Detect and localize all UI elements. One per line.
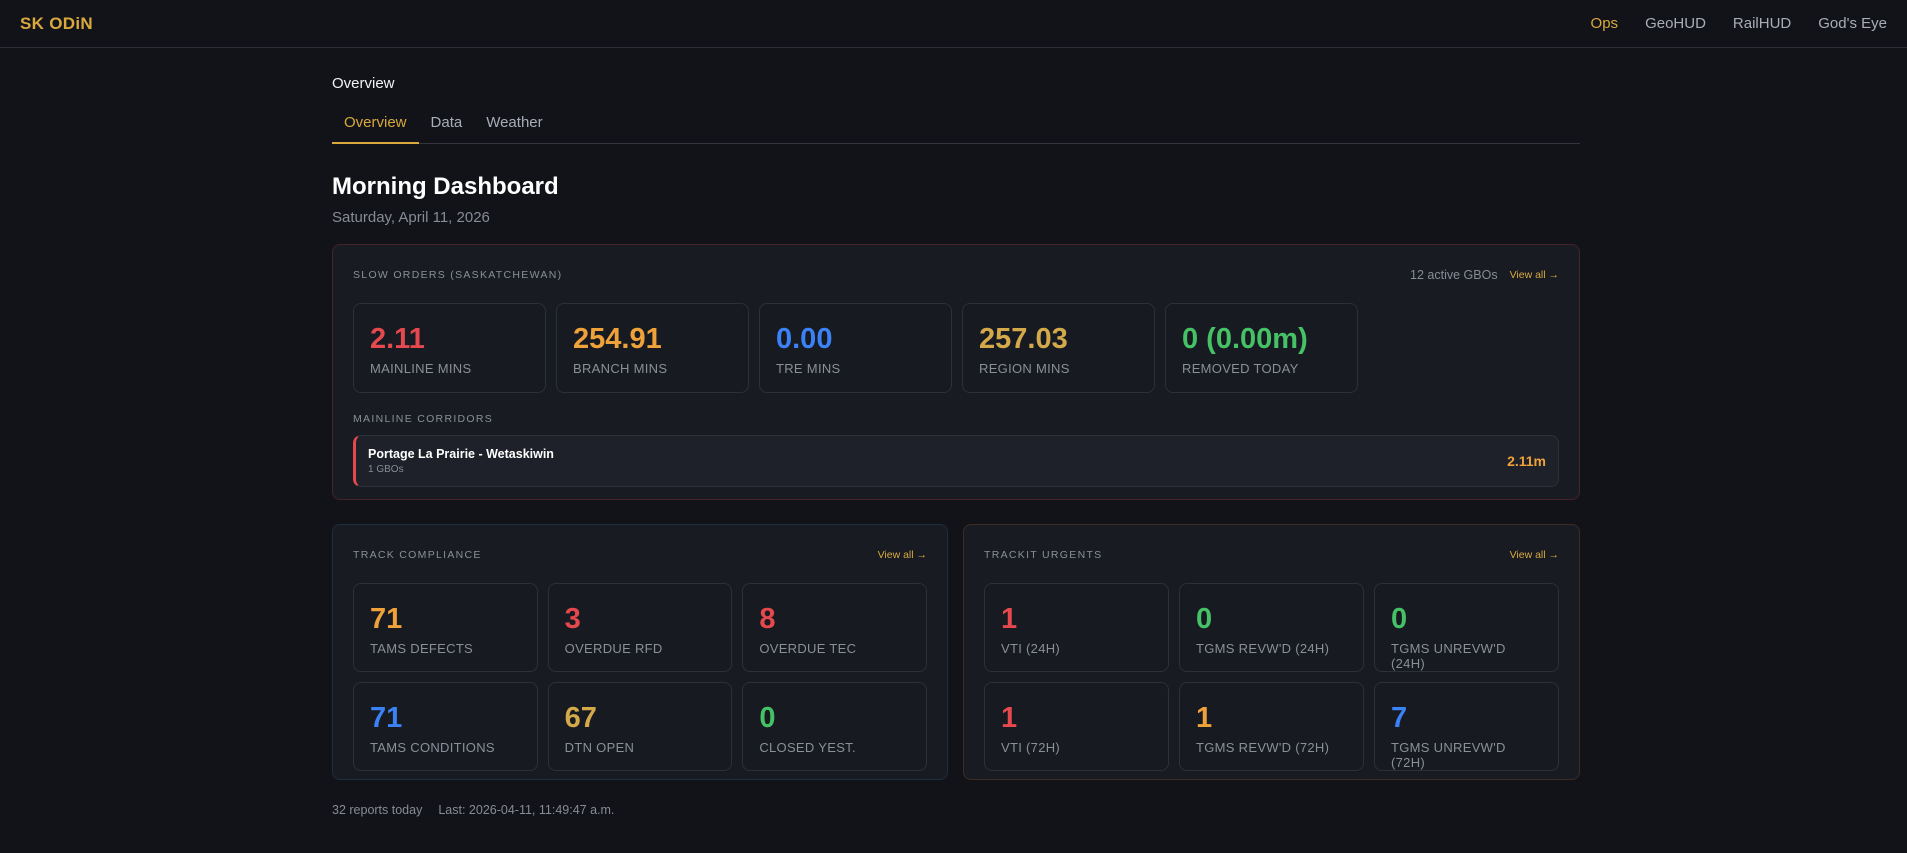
stat-label: VTI (24H) xyxy=(1001,641,1061,656)
stat-label: VTI (72H) xyxy=(1001,740,1061,755)
nav-gods-eye[interactable]: God's Eye xyxy=(1818,15,1887,32)
stat-value: 0 xyxy=(1391,603,1408,635)
page-title: Morning Dashboard xyxy=(332,173,559,200)
active-gbos: 12 active GBOs xyxy=(1410,268,1498,282)
stat-card[interactable]: 0.00 TRE MINS xyxy=(759,303,952,393)
slow-orders-panel: SLOW ORDERS (SASKATCHEWAN) 12 active GBO… xyxy=(332,244,1580,500)
trackit-urgents-stats: 1 VTI (24H) 0 TGMS REVW'D (24H) 0 TGMS UNREVW… xyxy=(984,583,1559,771)
stat-label: BRANCH MINS xyxy=(573,361,668,376)
stat-card[interactable]: 0 (0.00m) REMOVED TODAY xyxy=(1165,303,1358,393)
stat-label: OVERDUE TEC xyxy=(759,641,857,656)
logo[interactable]: SK ODiN xyxy=(20,13,93,33)
corridor-row[interactable]: Portage La Prairie - Wetaskiwin 1 GBOs 2… xyxy=(353,435,1559,487)
stat-label: TGMS UNREVW'D (72H) xyxy=(1391,740,1506,770)
stat-label: TGMS UNREVW'D (24H) xyxy=(1391,641,1506,671)
footer: 32 reports today Last: 2026-04-11, 11:49… xyxy=(332,803,614,817)
stat-label: REMOVED TODAY xyxy=(1182,361,1299,376)
tab-weather[interactable]: Weather xyxy=(486,114,543,131)
nav-geohud[interactable]: GeoHUD xyxy=(1645,15,1706,32)
corridor-gbos: 1 GBOs xyxy=(368,464,404,475)
last-updated: Last: 2026-04-11, 11:49:47 a.m. xyxy=(438,803,615,817)
stat-value: 2.11 xyxy=(370,323,425,355)
page-date: Saturday, April 11, 2026 xyxy=(332,209,490,226)
stat-card[interactable]: 8 OVERDUE TEC xyxy=(742,583,927,672)
slow-order-stats: 2.11 MAINLINE MINS 254.91 BRANCH MINS 0.00 TR… xyxy=(353,303,1559,393)
stat-label: TGMS REVW'D (24H) xyxy=(1196,641,1330,656)
main-content: Overview Overview Data Weather Morning D… xyxy=(332,48,1580,226)
stat-card[interactable]: 67 DTN OPEN xyxy=(547,682,733,771)
view-all-link[interactable]: View all → xyxy=(1509,269,1559,281)
tab-bar: Overview Data Weather xyxy=(332,112,1580,144)
stat-card[interactable]: 71 TAMS CONDITIONS xyxy=(353,682,538,771)
stat-value: 0.00 xyxy=(776,323,833,355)
panel-title: SLOW ORDERS (SASKATCHEWAN) xyxy=(353,269,563,281)
stat-card[interactable]: 0 TGMS UNREVW'D (24H) xyxy=(1374,583,1559,672)
stat-card[interactable]: 1 TGMS REVW'D (72H) xyxy=(1179,682,1364,771)
stat-card[interactable]: 1 VTI (72H) xyxy=(984,682,1169,771)
stat-value: 71 xyxy=(370,603,403,635)
stat-label: DTN OPEN xyxy=(564,740,635,755)
stat-card[interactable]: 254.91 BRANCH MINS xyxy=(556,303,749,393)
stat-value: 1 xyxy=(1196,702,1213,734)
trackit-urgents-panel: TRACKIT URGENTS View all → 1 VTI (24H) 0 TG… xyxy=(963,524,1580,780)
top-nav: Ops GeoHUD RailHUD God's Eye xyxy=(1591,15,1887,32)
breadcrumb: Overview xyxy=(332,75,395,92)
stat-card[interactable]: 0 CLOSED YEST. xyxy=(742,682,927,771)
top-bar: SK ODiN Ops GeoHUD RailHUD God's Eye xyxy=(0,0,1907,48)
stat-card[interactable]: 0 TGMS REVW'D (24H) xyxy=(1179,583,1364,672)
nav-railhud[interactable]: RailHUD xyxy=(1732,15,1792,32)
stat-card[interactable]: 3 OVERDUE RFD xyxy=(547,583,733,672)
stat-card[interactable]: 71 TAMS DEFECTS xyxy=(353,583,538,672)
stat-value: 1 xyxy=(1001,702,1018,734)
stat-label: CLOSED YEST. xyxy=(759,740,856,755)
stat-value: 254.91 xyxy=(573,323,662,355)
stat-label: TAMS DEFECTS xyxy=(370,641,474,656)
panel-title: TRACK COMPLIANCE xyxy=(353,549,482,561)
nav-ops[interactable]: Ops xyxy=(1590,15,1619,32)
stat-value: 1 xyxy=(1001,603,1018,635)
stat-value: 67 xyxy=(564,702,597,734)
corridor-mins: 2.11m xyxy=(1507,453,1546,469)
stat-value: 0 xyxy=(1196,603,1213,635)
stat-value: 71 xyxy=(370,702,403,734)
stat-card[interactable]: 257.03 REGION MINS xyxy=(962,303,1155,393)
stat-value: 3 xyxy=(564,603,581,635)
stat-value: 0 xyxy=(759,702,776,734)
stat-value: 0 (0.00m) xyxy=(1182,323,1308,355)
stat-label: TRE MINS xyxy=(776,361,841,376)
stat-card[interactable]: 2.11 MAINLINE MINS xyxy=(353,303,546,393)
stat-value: 7 xyxy=(1391,702,1408,734)
track-compliance-stats: 71 TAMS DEFECTS 3 OVERDUE RFD 8 OVERDUE TEC 71… xyxy=(353,583,927,771)
stat-label: TGMS REVW'D (72H) xyxy=(1196,740,1330,755)
stat-label: TAMS CONDITIONS xyxy=(370,740,495,755)
stat-label: REGION MINS xyxy=(979,361,1070,376)
view-all-link[interactable]: View all → xyxy=(1509,549,1559,561)
stat-card[interactable]: 1 VTI (24H) xyxy=(984,583,1169,672)
stat-card[interactable]: 7 TGMS UNREVW'D (72H) xyxy=(1374,682,1559,771)
panel-title: TRACKIT URGENTS xyxy=(984,549,1103,561)
stat-label: MAINLINE MINS xyxy=(370,361,472,376)
stat-label: OVERDUE RFD xyxy=(564,641,663,656)
reports-count: 32 reports today xyxy=(332,803,423,817)
view-all-link[interactable]: View all → xyxy=(877,549,927,561)
track-compliance-panel: TRACK COMPLIANCE View all → 71 TAMS DEFEC… xyxy=(332,524,948,780)
stat-value: 8 xyxy=(759,603,776,635)
stat-value: 257.03 xyxy=(979,323,1068,355)
tab-data[interactable]: Data xyxy=(430,114,463,131)
tab-overview[interactable]: Overview xyxy=(332,112,419,144)
corridors-title: MAINLINE CORRIDORS xyxy=(353,413,494,425)
corridor-name: Portage La Prairie - Wetaskiwin xyxy=(368,447,554,461)
